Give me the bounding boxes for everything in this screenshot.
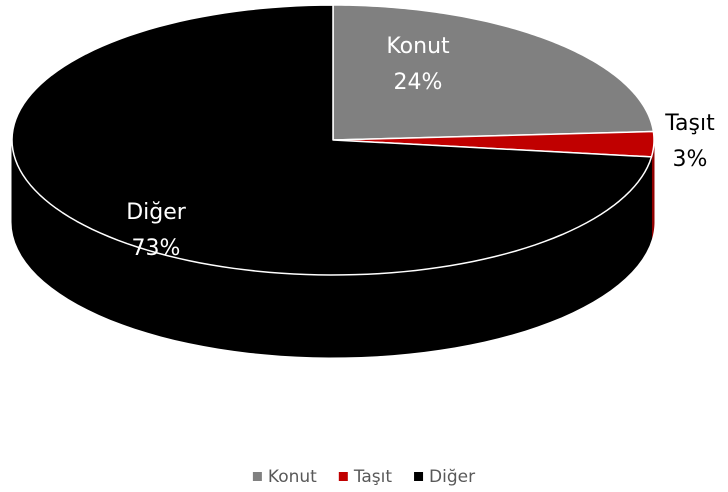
legend-label: Taşıt xyxy=(353,467,393,487)
legend-label: Konut xyxy=(268,467,317,487)
legend-swatch xyxy=(338,472,348,481)
legend-label: Diğer xyxy=(429,467,475,487)
data-label-name: Diğer xyxy=(126,200,187,225)
slice xyxy=(332,130,655,158)
slice xyxy=(11,4,653,276)
slice xyxy=(332,4,655,141)
data-label: 3% xyxy=(673,147,708,172)
data-label-name: Konut xyxy=(386,34,450,59)
legend-swatch xyxy=(414,472,424,481)
legend: Konut Taşıt Diğer xyxy=(252,467,475,487)
data-label: 73% xyxy=(132,236,181,261)
data-label-name: Taşıt xyxy=(664,111,715,136)
data-label: 24% xyxy=(394,70,443,95)
legend-swatch xyxy=(252,472,262,481)
